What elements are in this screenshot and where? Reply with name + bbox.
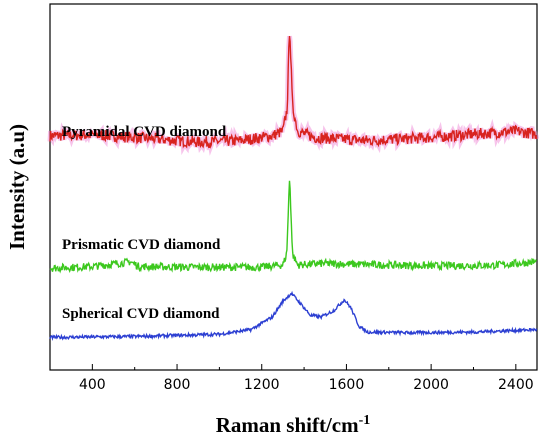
x-tick-label-400: 400: [79, 377, 106, 393]
series-label-spherical-cvd-diamond: Spherical CVD diamond: [62, 306, 220, 322]
series-line-prismatic-cvd-diamond: [49, 180, 538, 274]
series-line-spherical-cvd-diamond: [49, 290, 538, 341]
series-line-pyramidal-cvd-diamond: [49, 36, 538, 149]
series-label-prismatic-cvd-diamond: Prismatic CVD diamond: [62, 237, 221, 253]
series-layer: [47, 35, 540, 341]
x-axis-title: Raman shift/cm-1: [216, 413, 371, 437]
series-label-pyramidal-cvd-diamond: Pyramidal CVD diamond: [62, 124, 227, 140]
series-labels-layer: Pyramidal CVD diamond Prismatic CVD diamo…: [62, 124, 227, 322]
x-tick-label-1600: 1600: [329, 377, 365, 393]
y-axis-title: Intensity (a.u): [5, 124, 29, 250]
x-tick-label-2400: 2400: [498, 377, 534, 393]
x-tick-label-800: 800: [164, 377, 191, 393]
plot-frame: [49, 3, 538, 371]
x-tick-label-1200: 1200: [244, 377, 280, 393]
x-tick-label-2000: 2000: [413, 377, 449, 393]
ticks-layer: 400 800 1200 1600 2000 2400: [49, 364, 534, 393]
